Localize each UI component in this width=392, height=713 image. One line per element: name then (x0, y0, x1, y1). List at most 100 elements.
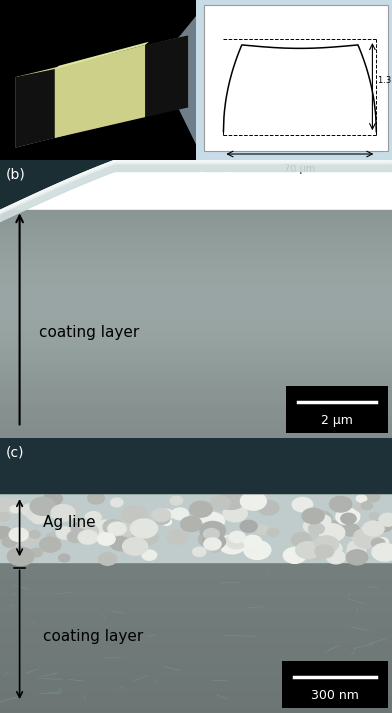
Circle shape (200, 521, 225, 539)
Text: 70 μm: 70 μm (284, 163, 316, 174)
Circle shape (51, 505, 75, 521)
Circle shape (111, 498, 123, 507)
Text: Ag line: Ag line (196, 173, 289, 197)
Circle shape (303, 520, 321, 533)
Circle shape (363, 526, 372, 533)
Circle shape (348, 540, 365, 553)
Circle shape (56, 527, 74, 539)
Circle shape (354, 503, 366, 511)
Circle shape (267, 528, 279, 536)
Circle shape (71, 521, 97, 540)
Circle shape (7, 547, 34, 565)
Text: coating layer: coating layer (39, 325, 140, 340)
Circle shape (21, 504, 38, 516)
Polygon shape (157, 16, 196, 144)
Circle shape (240, 492, 266, 511)
Circle shape (361, 502, 372, 510)
Circle shape (354, 530, 379, 548)
Circle shape (210, 496, 230, 510)
Circle shape (240, 520, 257, 532)
Text: (c): (c) (6, 446, 24, 459)
Circle shape (30, 497, 56, 515)
Circle shape (162, 518, 172, 525)
Circle shape (98, 533, 115, 545)
Circle shape (372, 543, 392, 561)
Circle shape (315, 545, 334, 558)
Circle shape (108, 522, 126, 535)
Circle shape (371, 538, 385, 548)
Circle shape (309, 511, 332, 527)
Circle shape (40, 538, 61, 552)
Circle shape (31, 513, 46, 524)
Text: 1.3 μm: 1.3 μm (378, 76, 392, 85)
Text: Ag line: Ag line (43, 515, 96, 530)
Circle shape (312, 553, 321, 560)
Circle shape (94, 520, 116, 535)
Circle shape (192, 547, 206, 556)
Circle shape (67, 531, 83, 543)
Text: (b): (b) (6, 168, 25, 181)
Circle shape (133, 528, 158, 545)
Circle shape (309, 523, 324, 534)
Circle shape (59, 554, 70, 562)
Circle shape (44, 492, 62, 506)
Circle shape (204, 538, 221, 550)
Polygon shape (55, 42, 149, 69)
Circle shape (99, 553, 116, 565)
Circle shape (244, 535, 261, 548)
Circle shape (78, 530, 98, 544)
Circle shape (320, 521, 345, 538)
Circle shape (214, 535, 223, 542)
Circle shape (0, 526, 12, 539)
Circle shape (321, 541, 342, 556)
Circle shape (78, 519, 92, 528)
Circle shape (346, 550, 368, 565)
Circle shape (29, 530, 40, 538)
Circle shape (142, 550, 157, 560)
Circle shape (296, 542, 320, 558)
Polygon shape (0, 0, 196, 160)
Circle shape (159, 509, 173, 519)
Circle shape (200, 513, 224, 530)
Circle shape (258, 501, 279, 515)
Circle shape (351, 528, 372, 543)
Circle shape (365, 491, 380, 502)
Circle shape (103, 520, 124, 534)
Circle shape (15, 528, 39, 545)
Bar (286, 386, 388, 433)
Circle shape (229, 531, 245, 543)
Circle shape (170, 496, 183, 505)
Circle shape (27, 508, 45, 521)
Circle shape (167, 530, 188, 545)
Text: coating layer: coating layer (43, 629, 143, 644)
Circle shape (62, 506, 79, 518)
Circle shape (341, 513, 356, 524)
Polygon shape (16, 69, 55, 148)
Circle shape (9, 528, 28, 541)
Circle shape (381, 548, 391, 555)
Polygon shape (204, 5, 388, 151)
Circle shape (203, 533, 225, 549)
Circle shape (9, 499, 23, 509)
Circle shape (211, 545, 221, 553)
Circle shape (135, 528, 148, 538)
Circle shape (363, 521, 384, 536)
Circle shape (316, 545, 329, 555)
Circle shape (122, 506, 147, 523)
Circle shape (10, 506, 20, 513)
Circle shape (110, 522, 132, 538)
Circle shape (82, 518, 94, 528)
Circle shape (356, 495, 367, 502)
Circle shape (84, 525, 98, 536)
Circle shape (319, 524, 345, 542)
Circle shape (223, 505, 247, 522)
Circle shape (283, 548, 306, 563)
Circle shape (330, 496, 352, 512)
Bar (282, 661, 388, 707)
Text: 2 μm: 2 μm (321, 414, 353, 427)
Circle shape (306, 510, 318, 518)
Circle shape (0, 498, 17, 516)
Polygon shape (145, 35, 188, 117)
Circle shape (376, 538, 388, 546)
Circle shape (46, 532, 61, 543)
